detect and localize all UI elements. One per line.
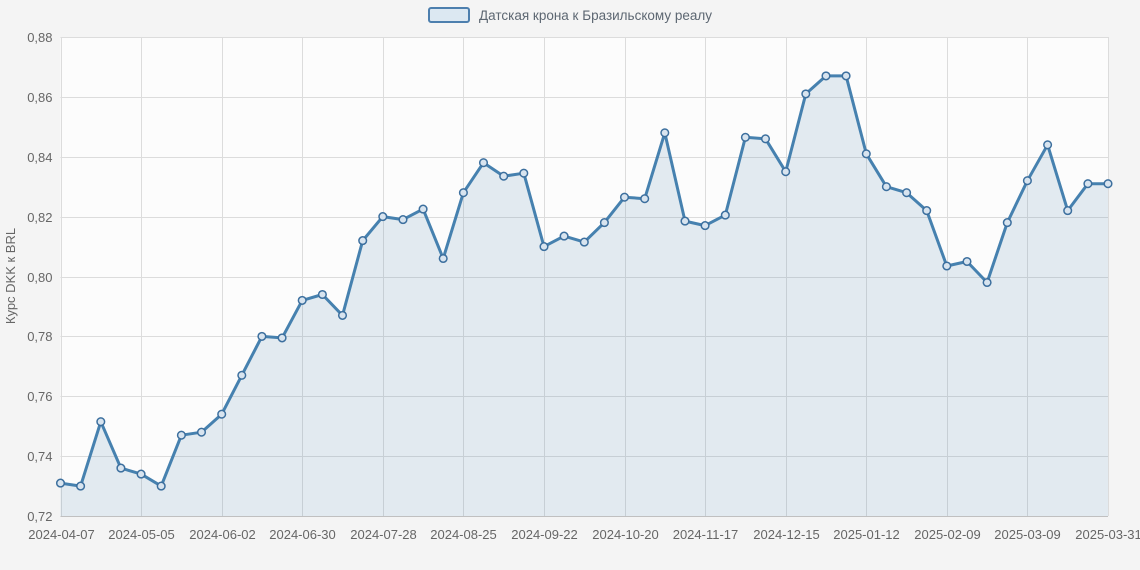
- y-tick-label: 0,72: [27, 509, 52, 524]
- data-point-marker[interactable]: [1043, 140, 1053, 150]
- data-point-marker[interactable]: [881, 182, 891, 192]
- y-tick-label: 0,84: [27, 150, 52, 165]
- data-point-marker[interactable]: [499, 171, 509, 181]
- data-point-marker[interactable]: [277, 333, 287, 343]
- data-point-marker[interactable]: [438, 253, 448, 264]
- data-point-marker[interactable]: [1103, 179, 1113, 189]
- x-tick-label: 2024-06-02: [189, 527, 256, 542]
- data-point-marker[interactable]: [579, 237, 589, 247]
- data-point-marker[interactable]: [217, 409, 227, 419]
- data-point-marker[interactable]: [821, 71, 831, 81]
- data-point-marker[interactable]: [1022, 176, 1032, 186]
- data-point-marker[interactable]: [982, 277, 992, 288]
- data-point-marker[interactable]: [297, 295, 307, 305]
- data-point-marker[interactable]: [539, 242, 549, 252]
- y-tick-label: 0,76: [27, 389, 52, 404]
- data-point-marker[interactable]: [519, 168, 529, 178]
- plot-background: [60, 37, 1108, 516]
- data-point-marker[interactable]: [418, 204, 428, 214]
- data-point-marker[interactable]: [116, 463, 126, 473]
- data-point-marker[interactable]: [398, 215, 408, 225]
- data-point-marker[interactable]: [176, 430, 186, 440]
- y-axis-title: Курс DKK к BRL: [3, 227, 18, 325]
- legend-item[interactable]: Датская крона к Бразильскому реалу: [0, 5, 1140, 25]
- data-point-marker[interactable]: [740, 132, 750, 142]
- data-point-marker[interactable]: [942, 261, 952, 271]
- y-tick-label: 0,82: [27, 210, 52, 225]
- x-tick-label: 2024-05-05: [108, 527, 175, 542]
- x-tick-label: 2024-10-20: [592, 527, 659, 542]
- x-tick-label: 2024-11-17: [673, 527, 739, 542]
- series-area-fill: [60, 75, 1108, 517]
- y-tick-label: 0,74: [27, 449, 52, 464]
- x-tick-label: 2024-04-07: [28, 527, 95, 542]
- data-point-marker[interactable]: [478, 158, 489, 168]
- data-point-marker[interactable]: [861, 149, 871, 159]
- x-tick-label: 2025-01-12: [833, 527, 900, 542]
- data-point-marker[interactable]: [1083, 179, 1093, 189]
- data-point-marker[interactable]: [801, 89, 811, 99]
- data-point-marker[interactable]: [700, 221, 710, 231]
- data-point-marker[interactable]: [680, 216, 690, 226]
- data-point-marker[interactable]: [317, 289, 327, 300]
- data-point-marker[interactable]: [76, 481, 86, 491]
- data-point-marker[interactable]: [156, 481, 166, 491]
- data-point-marker[interactable]: [96, 417, 106, 427]
- data-point-marker[interactable]: [640, 194, 650, 204]
- y-tick-label: 0,78: [27, 329, 52, 344]
- y-tick-label: 0,86: [27, 90, 52, 105]
- data-point-marker[interactable]: [720, 210, 730, 220]
- data-point-marker[interactable]: [257, 331, 267, 341]
- data-point-marker[interactable]: [781, 167, 791, 177]
- x-tick-label: 2024-08-25: [430, 527, 497, 542]
- data-point-marker[interactable]: [922, 206, 932, 216]
- data-point-marker[interactable]: [55, 478, 66, 488]
- data-point-marker[interactable]: [841, 71, 851, 81]
- x-tick-label: 2024-12-15: [753, 527, 820, 542]
- data-point-marker[interactable]: [902, 188, 912, 198]
- data-point-marker[interactable]: [237, 370, 247, 380]
- x-tick-label: 2025-03-31: [1075, 527, 1140, 542]
- series-swatch-icon: [428, 7, 471, 23]
- x-tick-label: 2024-07-28: [350, 527, 417, 542]
- data-point-marker[interactable]: [760, 134, 771, 144]
- data-point-marker[interactable]: [1002, 218, 1012, 228]
- data-point-marker[interactable]: [962, 256, 972, 267]
- data-point-marker[interactable]: [619, 192, 630, 202]
- x-tick-label: 2024-09-22: [511, 527, 578, 542]
- data-point-marker[interactable]: [337, 310, 348, 320]
- x-tick-label: 2025-02-09: [914, 527, 981, 542]
- data-point-marker[interactable]: [358, 236, 368, 246]
- x-tick-label: 2025-03-09: [994, 527, 1061, 542]
- data-point-marker[interactable]: [458, 188, 468, 198]
- data-point-marker[interactable]: [660, 128, 670, 138]
- y-tick-label: 0,88: [27, 30, 52, 45]
- data-point-marker[interactable]: [1063, 206, 1073, 216]
- data-point-marker[interactable]: [378, 212, 388, 222]
- data-point-marker[interactable]: [599, 218, 609, 228]
- data-point-marker[interactable]: [136, 469, 146, 479]
- y-tick-label: 0,80: [27, 270, 52, 285]
- legend-label: Датская крона к Бразильскому реалу: [479, 7, 712, 23]
- data-point-marker[interactable]: [559, 231, 569, 241]
- data-point-marker[interactable]: [196, 427, 207, 437]
- x-tick-label: 2024-06-30: [269, 527, 336, 542]
